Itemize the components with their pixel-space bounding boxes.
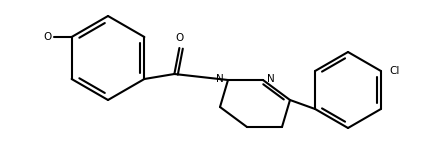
Text: O: O [175,33,184,43]
Text: N: N [216,74,224,84]
Text: O: O [43,32,52,42]
Text: N: N [267,74,275,84]
Text: Cl: Cl [389,66,399,76]
